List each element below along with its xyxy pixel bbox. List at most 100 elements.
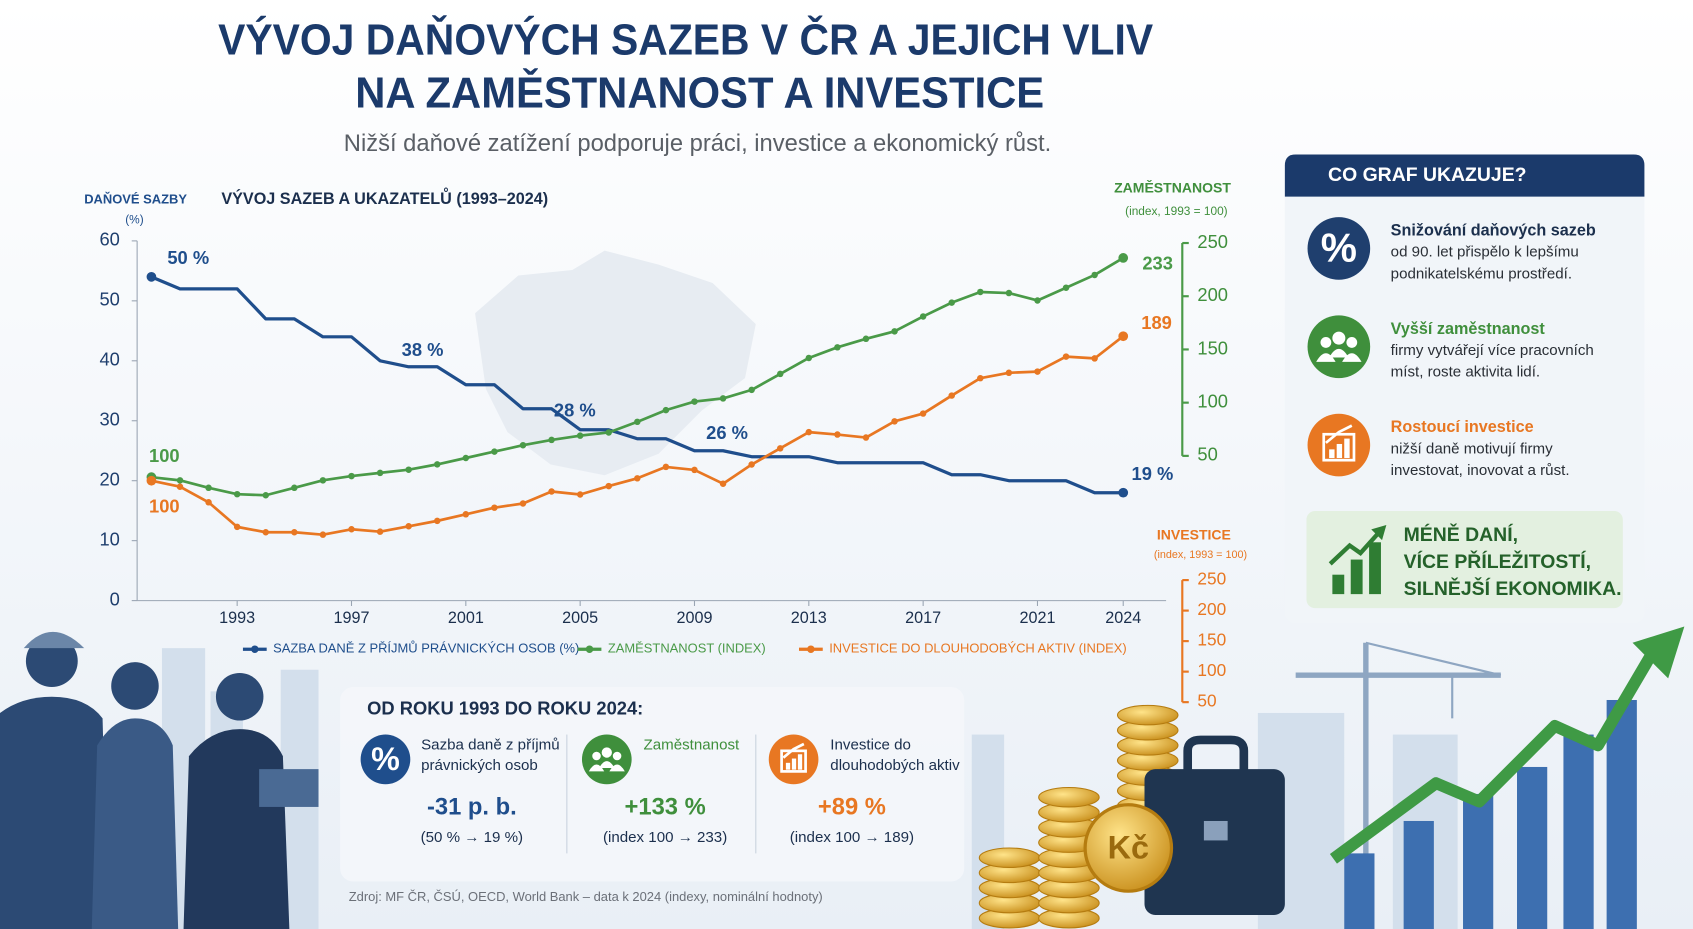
- legend-marker: [251, 645, 259, 654]
- data-point: [919, 410, 927, 417]
- chart-title: VÝVOJ SAZEB A UKAZATELŮ (1993–2024): [221, 188, 548, 208]
- data-point: [948, 299, 955, 306]
- y-axis-title: DAŇOVÉ SAZBY: [84, 191, 187, 206]
- data-point: [891, 328, 898, 335]
- people-illustration: [0, 631, 319, 929]
- icon-shape: [797, 754, 803, 770]
- icon-shape: [1329, 348, 1349, 358]
- data-point: [1062, 284, 1070, 291]
- legend-marker: [807, 645, 815, 654]
- data-point: [1034, 297, 1041, 304]
- y3-tick-label: 50: [1197, 691, 1216, 711]
- data-point: [434, 461, 441, 468]
- y3-axis-unit: (index, 1993 = 100): [1154, 549, 1247, 561]
- y-tick-label: 60: [99, 229, 119, 250]
- data-point: [691, 398, 698, 405]
- icon-shape: [1336, 443, 1343, 459]
- data-point: [1034, 368, 1041, 375]
- summary-detail: (index 100 → 189): [790, 829, 914, 846]
- summary-value: +89 %: [818, 793, 886, 820]
- callout-line: MÉNĚ DANÍ,: [1404, 522, 1518, 546]
- data-point: [205, 499, 212, 506]
- icon-shape: [1329, 449, 1335, 459]
- data-point: [1118, 253, 1129, 263]
- data-point: [1062, 353, 1070, 360]
- coin: [1038, 786, 1100, 808]
- x-tick-label: 2021: [1019, 609, 1055, 627]
- data-point: [291, 484, 298, 492]
- legend-label: SAZBA DANĚ Z PŘÍJMŮ PRÁVNICKÝCH OSOB (%): [273, 641, 579, 656]
- data-point: [719, 480, 727, 487]
- y3-tick-label: 200: [1197, 599, 1226, 619]
- callout-box: [1306, 510, 1623, 609]
- title-line: VÝVOJ DAŇOVÝCH SAZEB V ČR A JEJICH VLIV: [218, 16, 1153, 65]
- data-point: [948, 392, 955, 399]
- y-tick-label: 30: [99, 409, 119, 430]
- coin-large: [1083, 803, 1174, 893]
- summary-value: -31 p. b.: [427, 793, 517, 820]
- y-tick-label: 0: [110, 588, 120, 609]
- y-axis-unit: (%): [125, 213, 143, 227]
- x-tick-label: 2017: [905, 609, 941, 627]
- data-point: [376, 469, 384, 477]
- annotation: 233: [1142, 252, 1173, 273]
- info-panel: [1284, 154, 1645, 624]
- y2-tick-label: 200: [1197, 284, 1228, 305]
- icon-circle: [1307, 315, 1371, 379]
- data-point: [548, 488, 555, 495]
- icon-shape: [791, 758, 797, 770]
- x-tick-label: 2024: [1105, 609, 1141, 627]
- y2-tick-label: 250: [1197, 231, 1228, 252]
- icon-circle: [360, 734, 411, 785]
- x-tick-label: 2001: [448, 609, 484, 627]
- icon-shape: [599, 761, 615, 768]
- data-point: [291, 529, 298, 536]
- y-tick-label: 40: [99, 349, 119, 370]
- data-point: [634, 475, 641, 482]
- data-point: [1091, 355, 1098, 362]
- data-point: [262, 529, 269, 536]
- x-tick-label: 2009: [676, 609, 712, 627]
- data-point: [748, 386, 755, 394]
- data-point: [376, 528, 384, 535]
- data-point: [348, 472, 355, 480]
- y3-tick-label: 150: [1197, 630, 1226, 650]
- icon-shape: [592, 751, 601, 761]
- arrow-head: [1632, 626, 1685, 679]
- x-tick-label: 2013: [791, 609, 827, 627]
- data-point: [146, 475, 157, 486]
- data-point: [262, 492, 269, 499]
- legend-label: INVESTICE DO DLOUHODOBÝCH AKTIV (INDEX): [829, 641, 1127, 656]
- y2-tick-label: 150: [1197, 337, 1228, 358]
- panel-item-title: Snižování daňových sazeb: [1391, 221, 1596, 239]
- icon-shape: [612, 751, 622, 761]
- data-point: [176, 483, 184, 490]
- data-point: [691, 466, 698, 474]
- data-point: [634, 418, 641, 426]
- data-point: [805, 428, 813, 436]
- icon-symbol: %: [371, 741, 400, 777]
- icon-shape: [1325, 424, 1353, 444]
- data-point: [176, 477, 184, 484]
- data-point: [1118, 487, 1129, 498]
- panel-header: [1284, 154, 1645, 197]
- annotation: 38 %: [402, 339, 444, 360]
- panel-item-text: míst, roste aktivita lidí.: [1391, 364, 1540, 381]
- data-point: [605, 429, 612, 436]
- summary-items: % Sazba daně z příjmů právnických osob -31 …: [360, 734, 960, 846]
- data-point: [462, 454, 470, 462]
- summary-detail: (50 % → 19 %): [421, 829, 523, 846]
- panel-item-text: investovat, inovovat a růst.: [1391, 462, 1570, 479]
- y2-axis-unit: (index, 1993 = 100): [1125, 204, 1228, 218]
- icon-shape: [1322, 432, 1356, 462]
- x-tick-label: 1993: [219, 609, 255, 627]
- y-tick-label: 20: [99, 469, 119, 490]
- data-point: [891, 418, 898, 425]
- data-point: [519, 441, 527, 449]
- icon-symbol: %: [1321, 224, 1357, 270]
- data-point: [977, 288, 984, 296]
- y2-tick-label: 100: [1197, 390, 1228, 411]
- data-point: [205, 484, 212, 492]
